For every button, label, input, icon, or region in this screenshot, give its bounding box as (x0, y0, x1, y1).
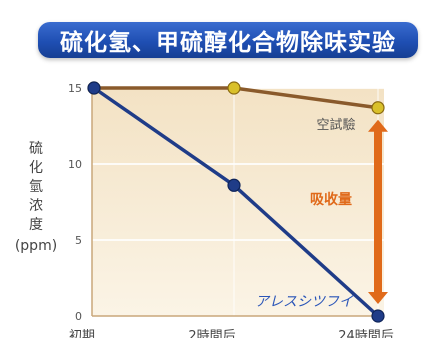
x-tick-label: 2時間后 (188, 329, 235, 338)
title-banner: 硫化氢、甲硫醇化合物除味实验 (38, 22, 418, 58)
y-tick-label: 15 (68, 82, 82, 95)
y-axis-label: 硫 化 氫 浓 度 (ppm) (8, 140, 64, 256)
y-tick-label: 0 (75, 310, 82, 323)
data-point-product (87, 81, 101, 95)
y-axis-label-char-5: 度 (29, 217, 43, 233)
data-point-blank-test (227, 81, 241, 95)
data-point-product (371, 309, 385, 323)
y-axis-label-char-4: 浓 (29, 198, 43, 214)
data-point-product (227, 178, 241, 192)
product-label: アレスシツフイ (255, 294, 354, 310)
y-axis-label-char-1: 硫 (29, 141, 43, 157)
y-axis-unit: (ppm) (14, 238, 58, 254)
data-point-blank-test (371, 101, 385, 115)
x-tick-label: 初期 (69, 329, 95, 338)
chart-title: 硫化氢、甲硫醇化合物除味实验 (60, 30, 396, 56)
y-tick-label: 10 (68, 158, 82, 171)
x-tick-label: 24時間后 (338, 329, 394, 338)
blank-test-label: 空試驗 (316, 117, 355, 133)
y-axis-label-char-3: 氫 (29, 179, 43, 195)
absorption-label: 吸收量 (310, 191, 352, 208)
absorption-arrow (368, 119, 388, 304)
y-axis-label-char-2: 化 (29, 160, 43, 176)
y-tick-label: 5 (75, 234, 82, 247)
